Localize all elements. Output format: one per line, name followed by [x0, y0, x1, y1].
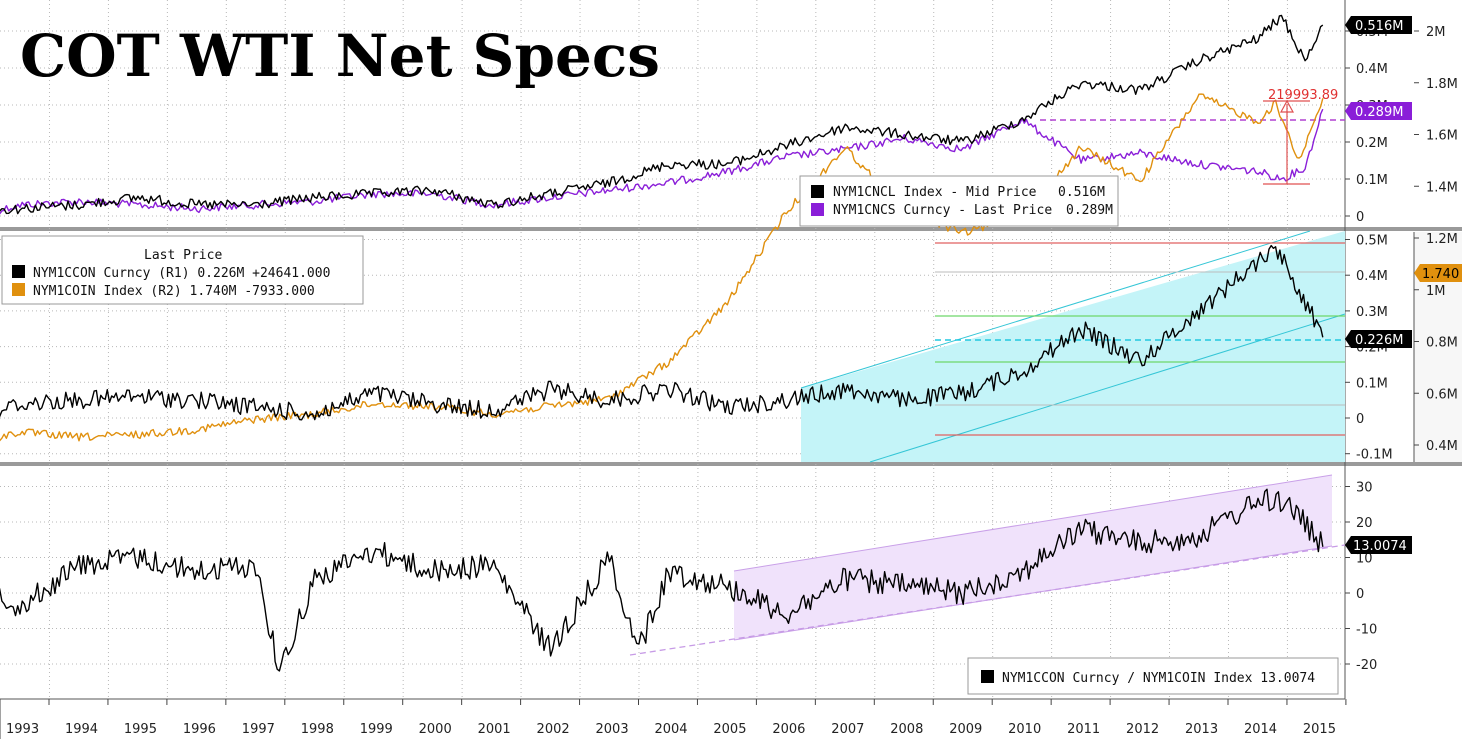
legend-value-cncs: 0.289M: [1066, 203, 1113, 218]
tag-ratio: 13.0074: [1353, 539, 1407, 554]
x-tick-label-1997: 1997: [242, 722, 275, 737]
panel3-legend: NYM1CCON Curncy / NYM1COIN Index 13.0074: [967, 657, 1339, 695]
x-tick-label-2002: 2002: [537, 722, 570, 737]
series-line-ccon: [0, 244, 1324, 421]
axis-ticks: 0.5M0.4M0.3M0.2M0.1M00.5M0.4M0.3M0.2M0.1…: [1345, 25, 1458, 673]
p2-r1-tick-label-0: 0.5M: [1356, 234, 1388, 249]
x-tick-label-1996: 1996: [183, 722, 216, 737]
x-tick-label-1995: 1995: [124, 722, 157, 737]
legend-swatch-coin: [12, 283, 25, 296]
x-tick-label-2007: 2007: [831, 722, 864, 737]
p1-tick-label-1: 0.4M: [1356, 62, 1388, 77]
legend-swatch-black: [811, 185, 824, 198]
p2-r1-tick-label-5: 0: [1356, 412, 1364, 427]
p1-tick-label-5: 0: [1356, 210, 1364, 225]
x-tick-label-2008: 2008: [890, 722, 923, 737]
p2-r2-tick-label-1: 1.8M: [1426, 77, 1458, 92]
p2-r1-tick-label-2: 0.3M: [1356, 305, 1388, 320]
p2-r2-tick-label-5: 1M: [1426, 284, 1446, 299]
ratio-trend-dashed: [629, 544, 1346, 656]
legend-label-ccon: NYM1CCON Curncy (R1) 0.226M +24641.000: [33, 266, 330, 281]
p3-tick-label-0: 30: [1356, 481, 1373, 496]
x-tick-label-2015: 2015: [1303, 722, 1336, 737]
p2-r2-tick-label-3: 1.4M: [1426, 180, 1458, 195]
p3-tick-label-2: 10: [1356, 552, 1373, 567]
x-tick-label-2010: 2010: [1008, 722, 1041, 737]
tag-cncs: 0.289M: [1355, 105, 1403, 120]
x-tick-label-2014: 2014: [1244, 722, 1277, 737]
level-lines: [629, 119, 1346, 656]
x-tick-label-2013: 2013: [1185, 722, 1218, 737]
p1-tick-label-4: 0.1M: [1356, 173, 1388, 188]
x-tick-label-2000: 2000: [419, 722, 452, 737]
legend-label-cncs: NYM1CNCS Curncy - Last Price: [833, 203, 1052, 218]
p3-tick-label-4: -10: [1356, 623, 1377, 638]
cyan-channel-upper: [800, 230, 1311, 389]
panel-divider-2: [0, 462, 1462, 466]
p3-tick-label-5: -20: [1356, 658, 1377, 673]
panel1-legend: NYM1CNCL Index - Mid Price 0.516M NYM1CN…: [799, 175, 1119, 227]
p2-r2-tick-label-6: 0.8M: [1426, 336, 1458, 351]
x-tick-label-2009: 2009: [949, 722, 982, 737]
p2-r1-tick-label-4: 0.1M: [1356, 376, 1388, 391]
legend-swatch-ratio: [981, 670, 994, 683]
channel-fills: [733, 230, 1346, 641]
x-tick-label-2005: 2005: [713, 722, 746, 737]
x-tick-label-1994: 1994: [65, 722, 98, 737]
x-tick-label-2011: 2011: [1067, 722, 1100, 737]
x-tick-label-1999: 1999: [360, 722, 393, 737]
legend-label-coin: NYM1COIN Index (R2) 1.740M -7933.000: [33, 284, 315, 299]
p2-r1-tick-label-6: -0.1M: [1356, 448, 1393, 463]
series-line-cncl: [0, 14, 1324, 215]
p2-r2-tick-label-4: 1.2M: [1426, 232, 1458, 247]
series-line-ratio: [0, 488, 1324, 672]
p2-r2-tick-label-0: 2M: [1426, 25, 1446, 40]
spread-annotation: 219993.89: [1263, 88, 1338, 185]
legend-swatch-ccon: [12, 265, 25, 278]
year-axis: 1993 1994 1995 1996 1997 1998 1999 2000 2001 2002…: [0, 699, 1347, 739]
chart-title: COT WTI Net Specs: [20, 22, 660, 90]
cyan-channel-fill: [801, 231, 1345, 462]
purple-channel-fill: [734, 475, 1332, 640]
tag-cncl: 0.516M: [1355, 19, 1403, 34]
x-tick-label-2004: 2004: [654, 722, 687, 737]
tag-coin: 1.740: [1422, 267, 1459, 282]
cyan-channel-lower: [869, 313, 1346, 463]
p2-r2-tick-label-8: 0.4M: [1426, 439, 1458, 454]
tag-ccon: 0.226M: [1355, 333, 1403, 348]
x-tick-label-1993: 1993: [6, 722, 39, 737]
p3-tick-label-3: 0: [1356, 587, 1364, 602]
panel-divider-1: [0, 227, 1462, 231]
spread-annotation-label: 219993.89: [1268, 88, 1338, 103]
p1-tick-label-3: 0.2M: [1356, 136, 1388, 151]
panel2-legend: Last Price NYM1CCON Curncy (R1) 0.226M +…: [1, 235, 364, 305]
x-tick-label-1998: 1998: [301, 722, 334, 737]
series-lines: [0, 14, 1324, 672]
legend-label-cncl: NYM1CNCL Index - Mid Price: [833, 185, 1037, 200]
purple-channel-upper: [733, 474, 1333, 572]
legend-swatch-purple: [811, 203, 824, 216]
p3-tick-label-1: 20: [1356, 516, 1373, 531]
series-line-coin: [0, 93, 1324, 442]
x-tick-label-2001: 2001: [478, 722, 511, 737]
p2-r2-tick-label-2: 1.6M: [1426, 129, 1458, 144]
legend-label-ratio: NYM1CCON Curncy / NYM1COIN Index 13.0074: [1002, 671, 1315, 686]
p2-r2-tick-label-7: 0.6M: [1426, 387, 1458, 402]
last-value-tags: 0.516M 0.289M 1.740 0.226M 13.0074: [1345, 16, 1462, 554]
x-tick-label-2006: 2006: [772, 722, 805, 737]
purple-channel-lower: [733, 545, 1333, 641]
x-tick-label-2012: 2012: [1126, 722, 1159, 737]
x-tick-label-2003: 2003: [596, 722, 629, 737]
legend-title: Last Price: [144, 248, 222, 263]
p2-r1-tick-label-1: 0.4M: [1356, 269, 1388, 284]
legend-value-cncl: 0.516M: [1058, 185, 1105, 200]
